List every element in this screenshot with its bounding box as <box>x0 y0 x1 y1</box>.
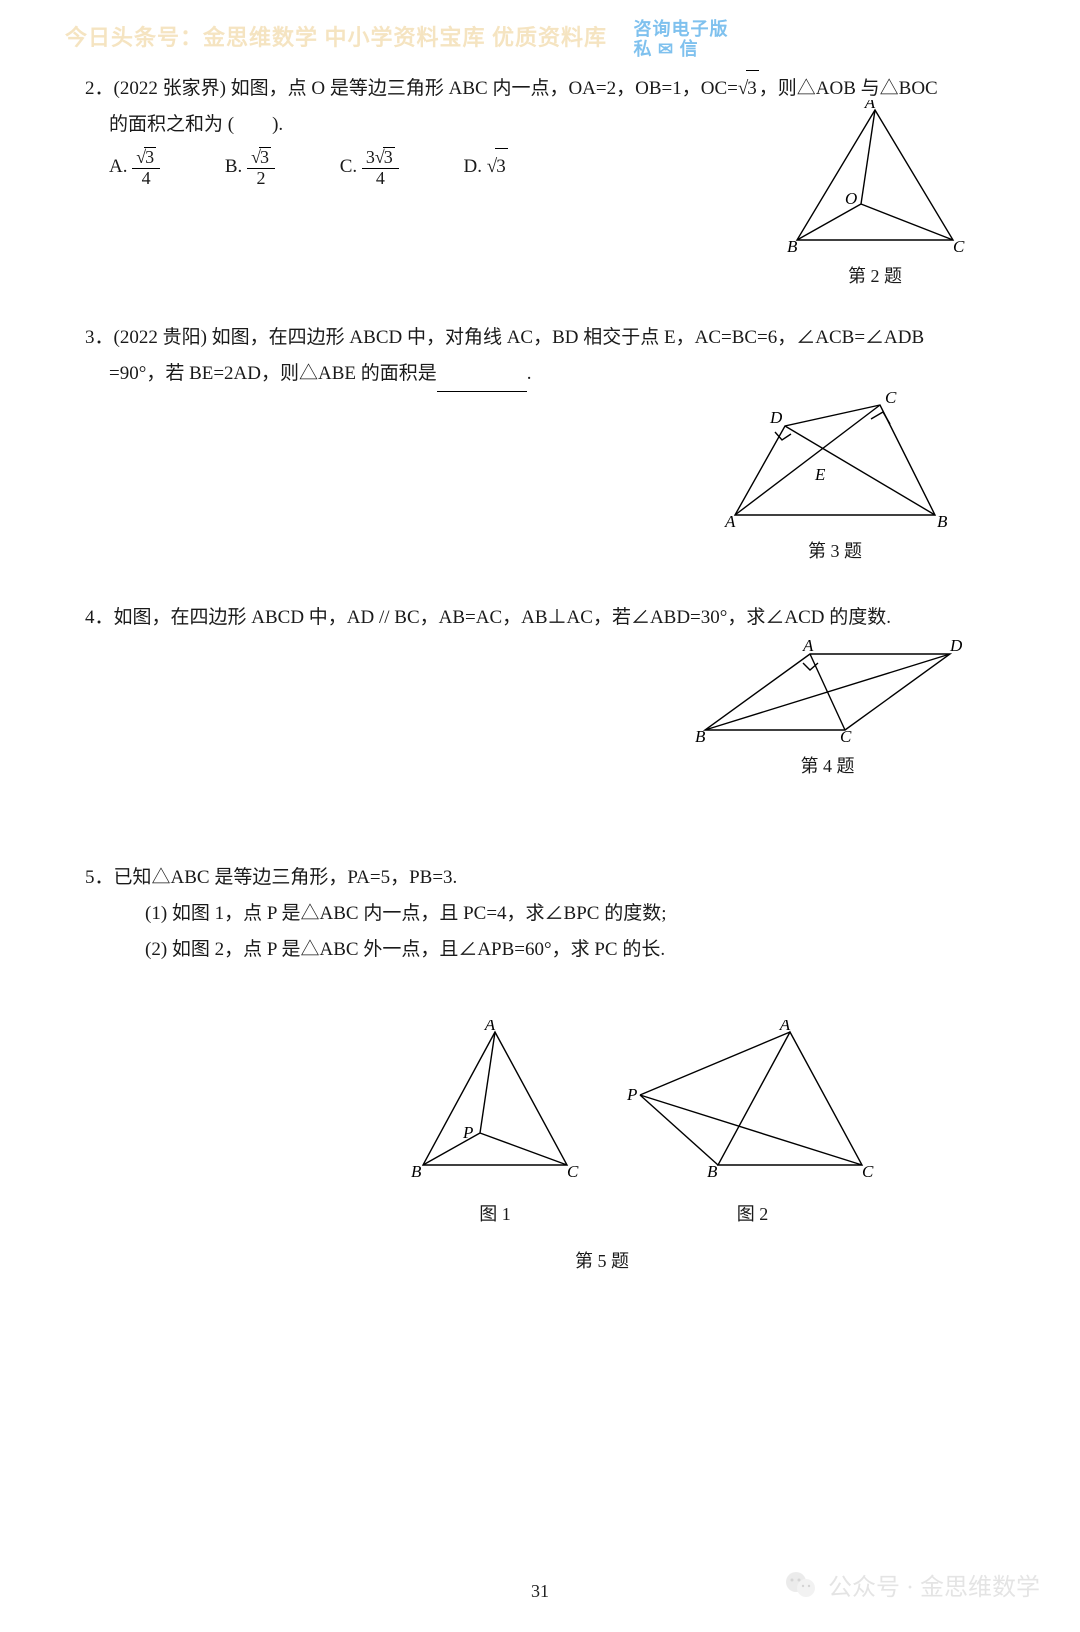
svg-text:P: P <box>626 1085 637 1104</box>
svg-text:B: B <box>707 1162 718 1180</box>
bottom-watermark-text: 公众号 · 金思维数学 <box>828 1567 1040 1602</box>
svg-text:P: P <box>462 1123 473 1142</box>
figure-2-caption: 第 2 题 <box>775 259 975 293</box>
svg-text:C: C <box>840 727 852 745</box>
svg-text:E: E <box>814 465 826 484</box>
figure-3-svg: A B C D E <box>715 390 955 530</box>
figure-5-2: A B C P 图 2 <box>625 1020 880 1231</box>
svg-text:C: C <box>567 1162 579 1180</box>
page-content: 2．(2022 张家界) 如图，点 O 是等边三角形 ABC 内一点，OA=2，… <box>0 0 1080 1390</box>
problem-4: 4．如图，在四边形 ABCD 中，AD // BC，AB=AC，AB⊥AC，若∠… <box>85 600 995 800</box>
problem-2: 2．(2022 张家界) 如图，点 O 是等边三角形 ABC 内一点，OA=2，… <box>85 70 995 270</box>
svg-text:C: C <box>885 390 897 407</box>
figure-2: A B C O 第 2 题 <box>775 100 975 293</box>
svg-text:O: O <box>845 189 857 208</box>
svg-text:C: C <box>862 1162 874 1180</box>
svg-text:B: B <box>695 727 706 745</box>
wechat-icon <box>784 1568 818 1602</box>
figure-2-svg: A B C O <box>775 100 975 255</box>
problem-5: 5．已知△ABC 是等边三角形，PA=5，PB=3. (1) 如图 1，点 P … <box>85 860 995 1280</box>
svg-text:B: B <box>411 1162 422 1180</box>
top-watermark: 今日头条号：金思维数学 中小学资料宝库 优质资料库 咨询电子版 私 ✉ 信 <box>65 20 1080 60</box>
figure-4-caption: 第 4 题 <box>690 749 965 783</box>
svg-text:D: D <box>769 408 783 427</box>
svg-text:B: B <box>787 237 798 255</box>
svg-text:A: A <box>724 512 736 530</box>
svg-text:A: A <box>779 1020 791 1034</box>
svg-text:D: D <box>949 640 963 655</box>
top-watermark-blue: 咨询电子版 私 ✉ 信 <box>634 20 729 60</box>
figure-4: A D B C 第 4 题 <box>690 640 965 783</box>
choice-C: C. 334 <box>340 147 399 189</box>
svg-text:C: C <box>953 237 965 255</box>
figure-3-caption: 第 3 题 <box>715 534 955 568</box>
problem-3-text: 3．(2022 贵阳) 如图，在四边形 ABCD 中，对角线 AC，BD 相交于… <box>85 320 995 392</box>
top-watermark-text: 今日头条号：金思维数学 中小学资料宝库 优质资料库 <box>65 25 607 50</box>
figure-3: A B C D E 第 3 题 <box>715 390 955 568</box>
page-number: 31 <box>531 1581 549 1602</box>
figure-5-1: A B C P 图 1 <box>405 1020 585 1231</box>
problem-5-text: 5．已知△ABC 是等边三角形，PA=5，PB=3. (1) 如图 1，点 P … <box>85 860 995 968</box>
blank-3 <box>437 368 527 392</box>
figure-4-svg: A D B C <box>690 640 965 745</box>
problem-4-text: 4．如图，在四边形 ABCD 中，AD // BC，AB=AC，AB⊥AC，若∠… <box>85 600 995 636</box>
svg-text:A: A <box>802 640 814 655</box>
choice-B: B. 32 <box>225 147 275 189</box>
bottom-watermark: 公众号 · 金思维数学 <box>784 1567 1040 1602</box>
figure-5-group: A B C P 图 1 A <box>405 1020 880 1231</box>
figure-5-main-caption: 第 5 题 <box>575 1244 629 1278</box>
svg-text:A: A <box>864 100 876 112</box>
sqrt3: 3 <box>738 70 759 107</box>
problem-3: 3．(2022 贵阳) 如图，在四边形 ABCD 中，对角线 AC，BD 相交于… <box>85 320 995 550</box>
choice-D: D. 3 <box>464 148 508 185</box>
svg-text:B: B <box>937 512 948 530</box>
choice-A: A. 34 <box>109 147 160 189</box>
svg-text:A: A <box>484 1020 496 1034</box>
